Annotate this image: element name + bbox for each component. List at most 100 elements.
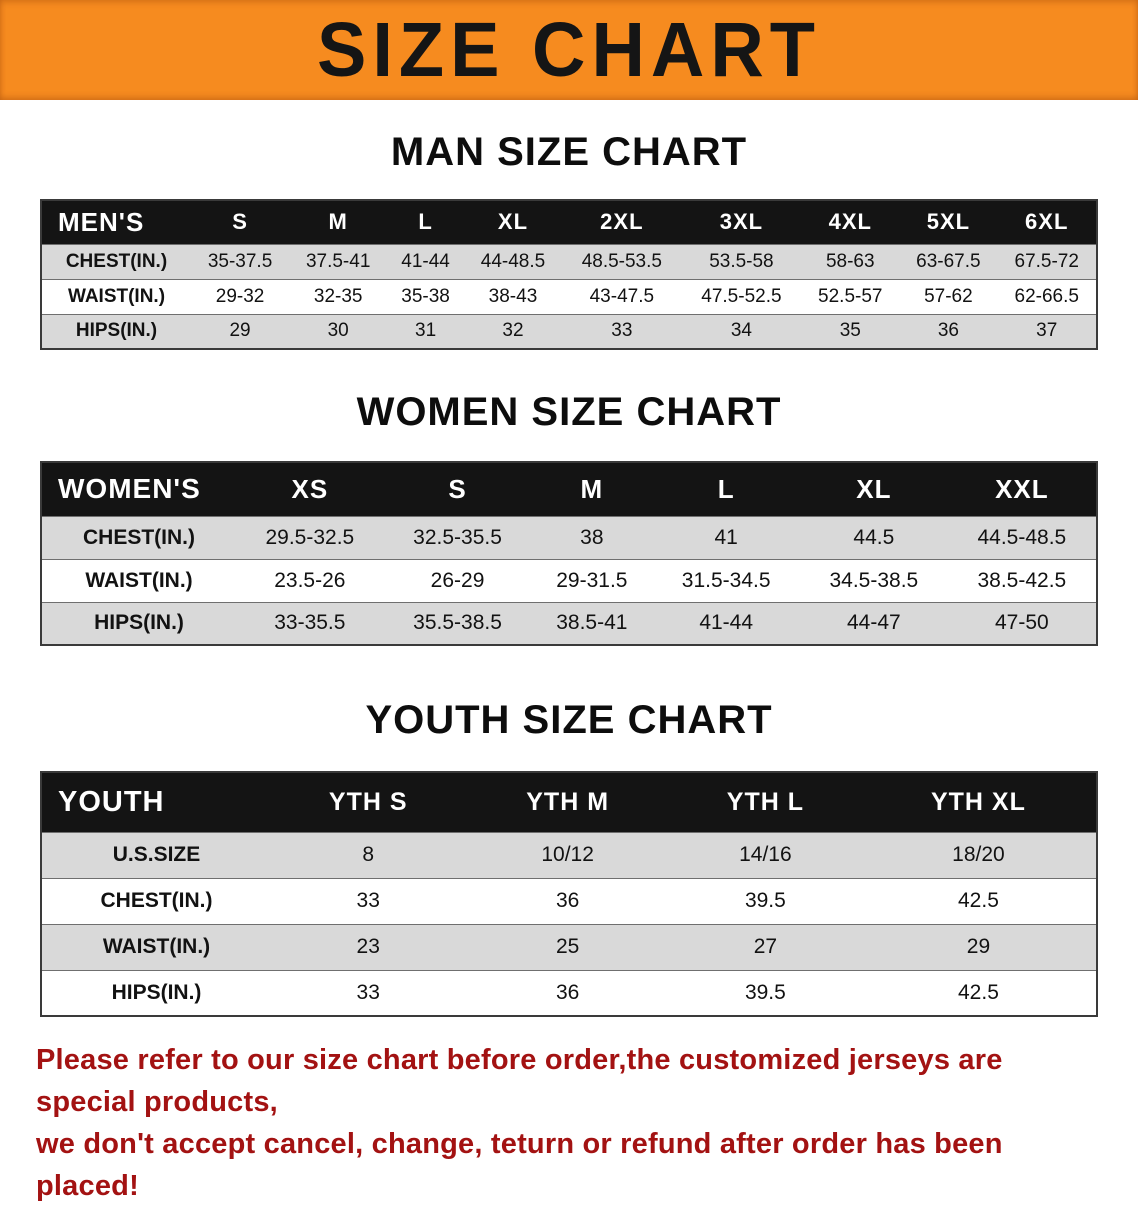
data-cell: 47-50 xyxy=(994,611,1049,635)
data-cell: 26-29 xyxy=(430,568,485,592)
size-header-cell: YTH XL xyxy=(930,787,1026,816)
data-cell: 44-47 xyxy=(847,611,901,635)
size-header-cell: M xyxy=(328,209,348,235)
table-header-row: MEN'S S M L XL 2XL 3XL 4XL 5XL 6XL xyxy=(41,200,1097,244)
data-cell: 18/20 xyxy=(952,843,1005,866)
row-label-cell: CHEST(IN.) xyxy=(65,250,168,272)
data-cell: 23.5-26 xyxy=(274,568,346,592)
data-cell: 63-67.5 xyxy=(916,250,981,272)
table-row: WAIST(IN.) 29-32 32-35 35-38 38-43 43-47.5 47.… xyxy=(41,279,1097,314)
data-cell: 42.5 xyxy=(958,980,999,1004)
row-label-cell: HIPS(IN.) xyxy=(75,320,158,342)
row-label-cell: HIPS(IN.) xyxy=(111,980,202,1004)
data-cell: 37.5-41 xyxy=(305,250,371,272)
footer-note: Please refer to our size chart before or… xyxy=(0,1039,1138,1207)
data-cell: 33 xyxy=(356,889,380,912)
data-cell: 41 xyxy=(714,525,738,549)
row-label-cell: WAIST(IN.) xyxy=(67,285,166,307)
size-header-cell: 5XL xyxy=(926,209,971,235)
data-cell: 37 xyxy=(1036,320,1058,342)
size-header-cell: YTH S xyxy=(328,787,408,816)
row-label-cell: HIPS(IN.) xyxy=(94,611,184,635)
table-row: HIPS(IN.) 33 36 39.5 42.5 xyxy=(41,970,1097,1016)
data-cell: 29 xyxy=(229,320,251,342)
data-cell: 44.5-48.5 xyxy=(977,525,1067,549)
data-cell: 35-38 xyxy=(401,285,450,307)
data-cell: 35-37.5 xyxy=(207,250,273,272)
data-cell: 31 xyxy=(415,320,437,342)
data-cell: 39.5 xyxy=(744,980,786,1004)
data-cell: 43-47.5 xyxy=(589,285,655,307)
table-title-cell: YOUTH xyxy=(58,785,165,818)
row-label-cell: WAIST(IN.) xyxy=(85,568,193,592)
data-cell: 32-35 xyxy=(313,285,363,307)
data-cell: 38-43 xyxy=(488,285,538,307)
size-header-cell: 4XL xyxy=(828,209,872,235)
data-cell: 36 xyxy=(555,980,580,1004)
footer-line-2: we don't accept cancel, change, teturn o… xyxy=(36,1128,1003,1203)
table-row: CHEST(IN.) 29.5-32.5 32.5-35.5 38 41 44.5 44.5… xyxy=(41,516,1097,559)
men-size-table: MEN'S S M L XL 2XL 3XL 4XL 5XL 6XL CHEST(IN.) 35-37… xyxy=(40,199,1098,350)
size-header-cell: XS xyxy=(291,473,329,504)
youth-size-table: YOUTH YTH S YTH M YTH L YTH XL U.S.SIZE 8 10/12… xyxy=(40,771,1098,1017)
table-header-row: WOMEN'S XS S M L XL XXL xyxy=(41,462,1097,516)
banner: SIZE CHART xyxy=(0,0,1138,100)
data-cell: 41-44 xyxy=(699,611,754,635)
data-cell: 23 xyxy=(356,935,380,958)
men-section-heading: MAN SIZE CHART xyxy=(390,130,748,174)
data-cell: 34.5-38.5 xyxy=(829,568,919,592)
data-cell: 47.5-52.5 xyxy=(701,285,782,307)
size-header-cell: YTH L xyxy=(726,787,804,816)
size-header-cell: L xyxy=(418,209,433,235)
data-cell: 53.5-58 xyxy=(709,250,774,272)
data-cell: 36 xyxy=(937,320,959,342)
data-cell: 57-62 xyxy=(924,285,973,307)
data-cell: 35.5-38.5 xyxy=(413,611,502,635)
data-cell: 14/16 xyxy=(739,843,792,866)
data-cell: 29 xyxy=(966,935,991,958)
table-row: HIPS(IN.) 33-35.5 35.5-38.5 38.5-41 41-44 44-… xyxy=(41,602,1097,645)
data-cell: 38.5-41 xyxy=(556,611,628,635)
data-cell: 25 xyxy=(555,935,580,958)
table-row: HIPS(IN.) 29 30 31 32 33 34 35 36 37 xyxy=(41,314,1097,349)
data-cell: 32 xyxy=(502,320,524,342)
size-header-cell: L xyxy=(717,473,735,504)
table-title-cell: MEN'S xyxy=(58,206,145,237)
data-cell: 62-66.5 xyxy=(1014,285,1079,307)
table-row: U.S.SIZE 8 10/12 14/16 18/20 xyxy=(41,832,1097,878)
data-cell: 30 xyxy=(327,320,349,342)
data-cell: 38.5-42.5 xyxy=(977,568,1067,592)
data-cell: 38 xyxy=(580,525,604,549)
size-header-cell: 3XL xyxy=(719,209,764,235)
women-section-heading: WOMEN SIZE CHART xyxy=(356,390,782,434)
size-header-cell: S xyxy=(448,473,467,504)
table-row: CHEST(IN.) 35-37.5 37.5-41 41-44 44-48.5 48.5… xyxy=(41,244,1097,279)
row-label-cell: CHEST(IN.) xyxy=(100,889,213,912)
data-cell: 39.5 xyxy=(744,889,786,912)
data-cell: 42.5 xyxy=(958,889,999,912)
row-label-cell: WAIST(IN.) xyxy=(102,935,211,958)
data-cell: 44.5 xyxy=(853,525,895,549)
data-cell: 8 xyxy=(362,843,375,866)
data-cell: 36 xyxy=(555,889,580,912)
data-cell: 29-31.5 xyxy=(556,568,628,592)
size-header-cell: YTH M xyxy=(526,787,610,816)
data-cell: 48.5-53.5 xyxy=(581,250,662,272)
table-header-row: YOUTH YTH S YTH M YTH L YTH XL xyxy=(41,772,1097,832)
size-header-cell: S xyxy=(232,209,248,235)
data-cell: 33 xyxy=(356,980,380,1004)
data-cell: 41-44 xyxy=(401,250,450,272)
data-cell: 33-35.5 xyxy=(274,611,346,635)
data-cell: 29-32 xyxy=(215,285,265,307)
footer-line-1: Please refer to our size chart before or… xyxy=(36,1044,1003,1119)
table-row: WAIST(IN.) 23.5-26 26-29 29-31.5 31.5-34.5 34… xyxy=(41,559,1097,602)
banner-title: SIZE CHART xyxy=(317,6,821,93)
youth-section-heading: YOUTH SIZE CHART xyxy=(365,698,773,742)
data-cell: 33 xyxy=(611,320,633,342)
data-cell: 34 xyxy=(730,320,752,342)
size-header-cell: M xyxy=(580,473,604,504)
size-header-cell: XL xyxy=(497,209,529,235)
size-header-cell: 6XL xyxy=(1025,209,1069,235)
size-header-cell: XL xyxy=(856,473,892,504)
table-row: WAIST(IN.) 23 25 27 29 xyxy=(41,924,1097,970)
